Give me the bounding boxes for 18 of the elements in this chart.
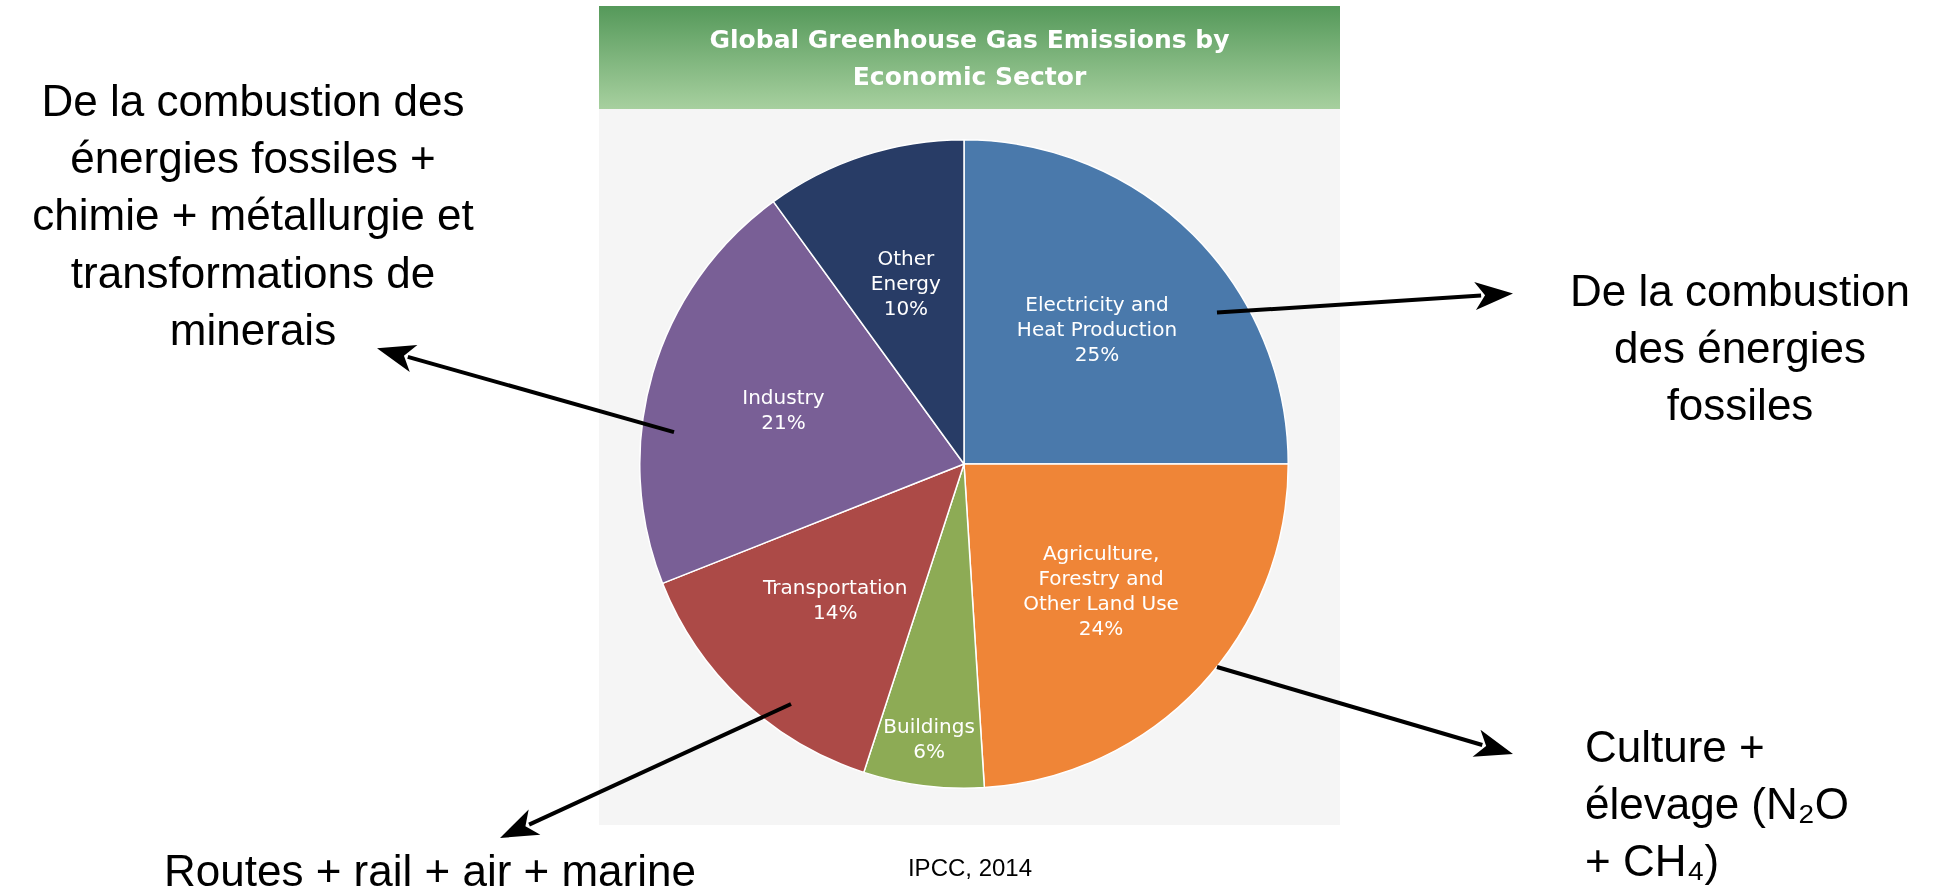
slice-label: Other Energy	[870, 246, 942, 296]
text: Routes + rail + air + marine	[163, 845, 697, 896]
data-label: 6%	[913, 739, 945, 764]
data-label: 21%	[761, 410, 806, 435]
chart-title: Global Greenhouse Gas Emissions by Economic Sector	[709, 23, 1230, 93]
data-label: 14%	[813, 599, 858, 624]
slice-label: Industry	[742, 385, 825, 410]
slice-label: Transportation	[762, 574, 908, 599]
text: De la combustion des énergies fossiles	[1569, 265, 1911, 432]
text: IPCC, 2014	[906, 853, 1034, 883]
slice-label: Buildings	[883, 714, 975, 739]
slice-label: Agriculture, Forestry and Other Land Use	[1023, 541, 1179, 616]
data-label: 24%	[1078, 616, 1124, 641]
data-label: 25%	[1074, 342, 1120, 367]
text: Culture + élevage (N₂O + CH₄)	[1585, 721, 1851, 888]
slice-label: Electricity and Heat Production	[1016, 292, 1178, 342]
text: De la combustion des énergies fossiles + chimie + métallurgie et transformations de minerais	[31, 75, 475, 356]
data-label: 10%	[883, 296, 929, 321]
